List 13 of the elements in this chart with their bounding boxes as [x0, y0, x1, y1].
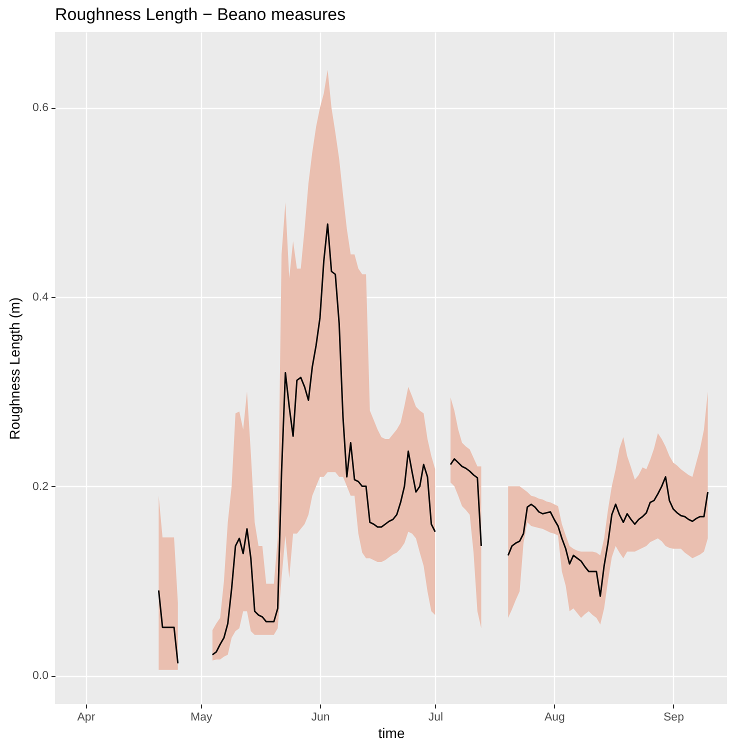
- chart-title: Roughness Length − Beano measures: [55, 5, 346, 24]
- y-tick-label: 0.0: [32, 670, 48, 682]
- x-axis-title: time: [378, 725, 405, 741]
- x-tick-label: Sep: [664, 712, 684, 724]
- x-tick-label: Jul: [428, 712, 444, 724]
- y-tick-label: 0.4: [32, 292, 50, 304]
- x-tick-label: Jun: [311, 712, 330, 724]
- x-tick-label: Apr: [77, 712, 96, 724]
- y-tick-label: 0.6: [32, 102, 48, 114]
- x-tick-label: May: [190, 712, 213, 724]
- y-tick-label: 0.2: [32, 480, 48, 493]
- y-axis-title: Roughness Length (m): [6, 297, 23, 440]
- x-tick-label: Aug: [544, 712, 565, 724]
